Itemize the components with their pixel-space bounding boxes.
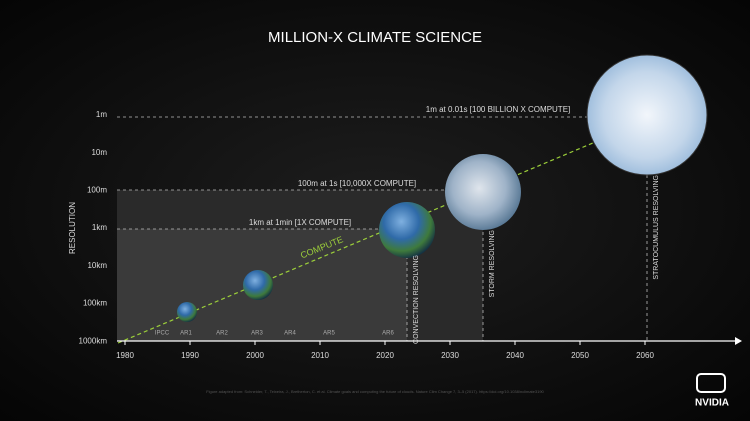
x-tick-label: 2050 — [571, 351, 589, 360]
report-label: AR3 — [251, 331, 263, 337]
globe — [177, 302, 197, 322]
logo-text: NVIDIA — [695, 398, 729, 409]
y-level-label: 100km — [83, 299, 107, 308]
x-tick-label: 2010 — [311, 351, 329, 360]
x-tick-label: 2040 — [506, 351, 524, 360]
x-tick-label: 1980 — [116, 351, 134, 360]
report-label: IPCC — [155, 331, 170, 337]
y-level-label: 10km — [87, 261, 107, 270]
globe-clouds — [586, 54, 708, 176]
annotation: 1m at 0.01s [100 BILLION X COMPUTE] — [426, 105, 571, 114]
title: MILLION-X CLIMATE SCIENCE — [268, 29, 482, 46]
y-level-label: 10m — [91, 148, 107, 157]
y-level-label: 1km — [92, 223, 107, 232]
x-tick-label: 1990 — [181, 351, 199, 360]
x-tick-label: 2000 — [246, 351, 264, 360]
y-level-label: 1m — [96, 110, 107, 119]
annotation: 1km at 1min [1X COMPUTE] — [249, 218, 351, 227]
guides — [117, 116, 648, 341]
x-tick-label: 2060 — [636, 351, 654, 360]
globe — [379, 202, 435, 258]
x-tick-label: 2030 — [441, 351, 459, 360]
logo-mark — [696, 373, 726, 393]
y-axis-label: RESOLUTION — [68, 202, 77, 254]
y-level-label: 1000km — [79, 336, 108, 345]
regime-label: STRATOCUMULUS RESOLVING — [653, 175, 660, 280]
logo: NVIDIA — [695, 373, 729, 409]
globe — [243, 270, 273, 300]
x-tick-label: 2020 — [376, 351, 394, 360]
x-axis-arrow — [735, 337, 742, 345]
compute-trend — [117, 139, 601, 344]
annotation: 100m at 1s [10,000X COMPUTE] — [298, 179, 416, 188]
regime-label: CONVECTION RESOLVING — [413, 255, 420, 344]
footnote: Figure adapted from: Schneider, T., Teix… — [206, 389, 544, 394]
regime-label: STORM RESOLVING — [489, 230, 496, 297]
report-label: AR4 — [284, 331, 296, 337]
y-level-label: 100m — [87, 186, 107, 195]
globe-storm — [445, 154, 521, 230]
report-label: AR2 — [216, 331, 228, 337]
report-label: AR1 — [180, 331, 192, 337]
report-label: AR5 — [323, 331, 335, 337]
report-label: AR6 — [382, 331, 394, 337]
